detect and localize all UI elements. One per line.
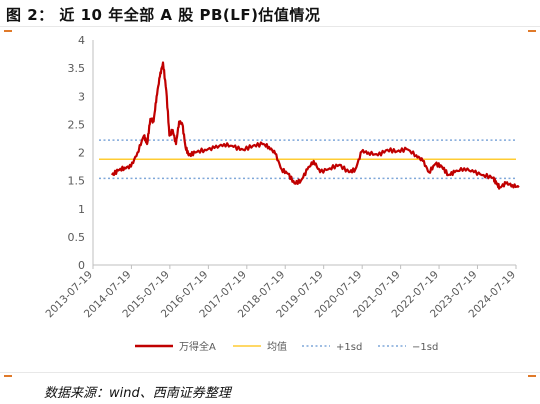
top-rule xyxy=(0,26,540,27)
y-tick-label: 0.5 xyxy=(68,231,86,244)
bottom-right-marker xyxy=(528,375,536,377)
pb-chart: 00.511.522.533.542013-07-192014-07-19201… xyxy=(43,34,520,353)
legend-wind-all-a-label: 万得全A xyxy=(179,340,216,353)
y-tick-label: 2.5 xyxy=(68,118,86,131)
y-tick-label: 1.5 xyxy=(68,175,86,188)
source-note: 数据来源：wind、西南证券整理 xyxy=(44,386,231,401)
wind-all-a-line xyxy=(110,61,520,190)
bottom-left-marker xyxy=(4,375,12,377)
y-tick-label: 3.5 xyxy=(68,62,86,75)
top-left-marker xyxy=(4,30,12,32)
legend-plus-1sd-label: +1sd xyxy=(336,342,362,353)
y-tick-label: 0 xyxy=(78,259,85,272)
y-tick-label: 3 xyxy=(78,90,85,103)
y-tick-label: 1 xyxy=(78,203,85,216)
bottom-rule xyxy=(0,372,540,373)
top-right-marker xyxy=(528,30,536,32)
y-tick-label: 2 xyxy=(78,147,85,160)
legend-mean-label: 均值 xyxy=(267,340,287,353)
legend-minus-1sd-label: −1sd xyxy=(412,342,438,353)
y-tick-label: 4 xyxy=(78,34,85,47)
figure-title: 图 2： 近 10 年全部 A 股 PB(LF)估值情况 xyxy=(6,6,321,24)
